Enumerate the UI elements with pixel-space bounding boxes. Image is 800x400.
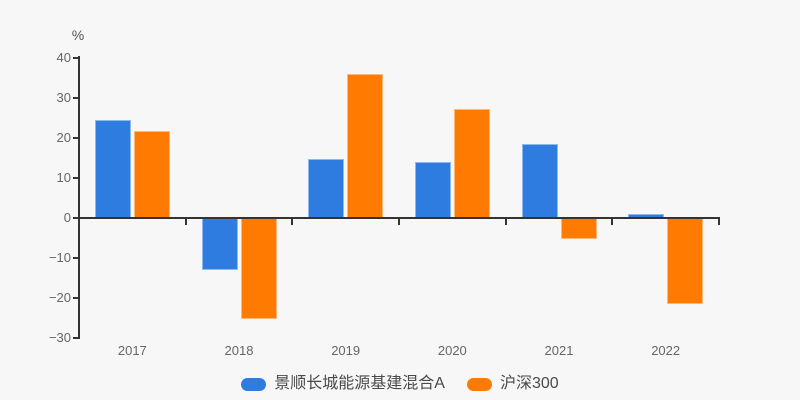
x-category-label: 2018 — [224, 343, 254, 358]
bar-2022-series1 — [667, 218, 704, 305]
x-tick-mark — [611, 218, 614, 225]
y-tick-label: 30 — [56, 90, 71, 105]
legend-item-benchmark[interactable]: 沪深300 — [466, 374, 559, 394]
x-tick-mark — [184, 218, 187, 225]
x-category-label: 2017 — [117, 343, 147, 358]
bar-2018-series0 — [201, 218, 238, 271]
bar-2017-series1 — [133, 130, 170, 218]
y-tick-label: −10 — [48, 250, 71, 265]
bar-2018-series1 — [240, 218, 277, 320]
x-category-label: 2020 — [437, 343, 467, 358]
y-axis-unit-label: % — [71, 27, 85, 43]
bar-2019-series0 — [308, 158, 345, 218]
legend-label: 景顺长城能源基建混合A — [274, 375, 445, 392]
x-category-label: 2021 — [544, 343, 574, 358]
y-tick-label: −30 — [48, 330, 71, 345]
x-tick-mark — [291, 218, 294, 225]
y-tick-label: 10 — [56, 170, 71, 185]
y-tick-mark — [73, 337, 79, 339]
y-tick-mark — [73, 257, 79, 259]
bar-2021-series1 — [560, 218, 597, 239]
y-tick-mark — [73, 177, 79, 179]
x-tick-mark — [78, 218, 80, 225]
bar-2021-series0 — [521, 144, 558, 218]
y-axis-line — [78, 56, 80, 339]
y-tick-mark — [73, 57, 79, 59]
legend-swatch-icon — [466, 377, 492, 391]
y-tick-mark — [73, 217, 79, 219]
legend-item-fund[interactable]: 景顺长城能源基建混合A — [241, 374, 445, 394]
x-tick-mark — [398, 218, 400, 225]
y-tick-label: 40 — [56, 50, 71, 65]
bar-2020-series1 — [453, 109, 490, 218]
bar-2017-series0 — [94, 120, 131, 218]
x-tick-mark — [504, 218, 507, 225]
x-tick-mark — [718, 218, 720, 225]
y-tick-mark — [73, 137, 79, 139]
chart-legend: 景顺长城能源基建混合A 沪深300 — [0, 374, 800, 394]
y-tick-label: 20 — [56, 130, 71, 145]
bar-2020-series0 — [414, 161, 451, 218]
legend-swatch-icon — [241, 377, 267, 391]
x-category-label: 2022 — [651, 343, 681, 358]
y-tick-label: −20 — [48, 290, 71, 305]
legend-label: 沪深300 — [499, 375, 559, 392]
bar-2019-series1 — [347, 73, 384, 218]
x-category-label: 2019 — [331, 343, 361, 358]
y-tick-mark — [73, 297, 79, 299]
y-tick-label: 0 — [63, 210, 71, 225]
y-tick-mark — [73, 97, 79, 99]
